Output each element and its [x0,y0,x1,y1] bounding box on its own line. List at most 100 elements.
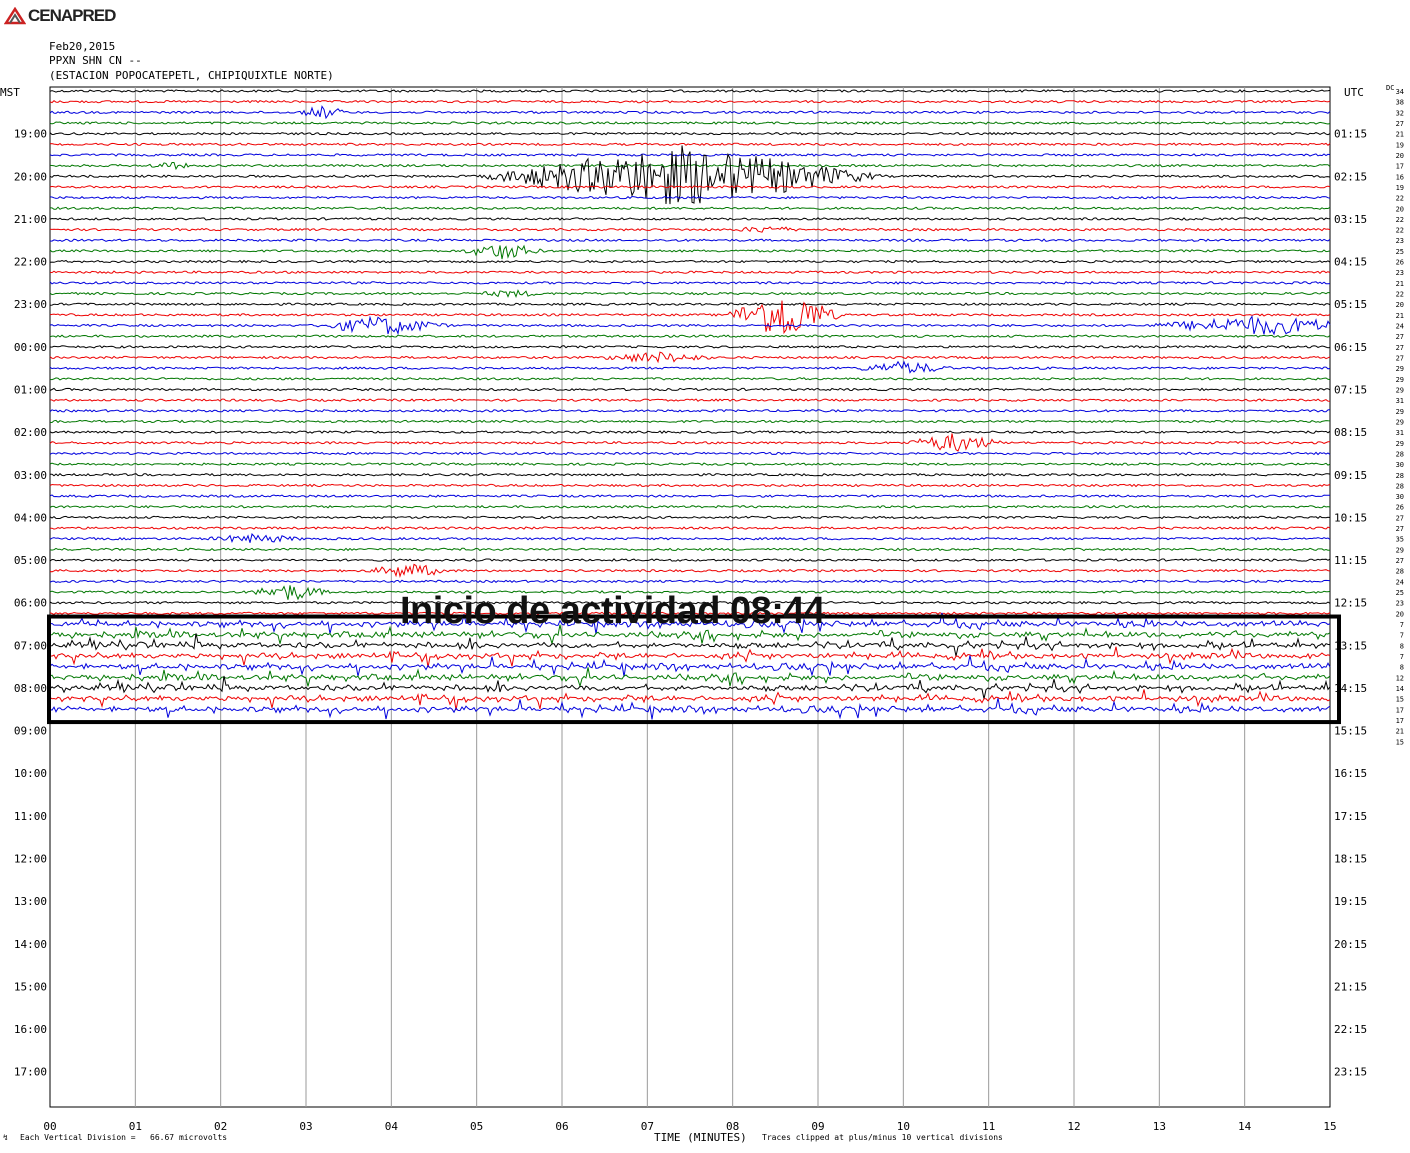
station-code: PPXN SHN CN -- [49,54,142,67]
utc-hour-label: 03:15 [1334,213,1367,226]
dc-offset-label: 28 [1396,482,1404,490]
dc-offset-label: 27 [1396,525,1404,533]
dc-axis-label: DC [1386,84,1395,92]
seismic-trace [49,185,1331,189]
dc-offset-label: 20 [1396,152,1404,160]
dc-offset-label: 28 [1396,568,1404,576]
seismic-trace [49,351,1331,364]
dc-offset-label: 14 [1396,685,1404,693]
seismic-trace [49,345,1331,349]
dc-offset-label: 20 [1396,301,1404,309]
seismic-trace [49,698,1331,720]
cenapred-logo-icon [4,7,26,25]
mst-hour-label: 23:00 [14,298,47,311]
dc-offset-label: 22 [1396,195,1404,203]
seismic-trace [49,494,1331,498]
seismic-trace [49,483,1331,488]
dc-offset-label: 15 [1396,696,1404,704]
utc-hour-label: 16:15 [1334,767,1367,780]
mst-hour-label: 15:00 [14,980,47,993]
mst-hour-label: 11:00 [14,810,47,823]
dc-offset-label: 8 [1400,664,1404,672]
seismic-trace [49,289,1331,299]
dc-offset-label: 7 [1400,621,1404,629]
seismic-trace [49,646,1331,668]
x-tick-label: 15 [1323,1120,1336,1133]
mst-hour-label: 17:00 [14,1066,47,1079]
seismic-trace [49,430,1331,434]
utc-hour-label: 01:15 [1334,128,1367,141]
dc-offset-label: 16 [1396,173,1404,181]
x-tick-label: 11 [982,1120,995,1133]
seismic-trace [49,451,1331,456]
utc-hour-label: 10:15 [1334,511,1367,524]
utc-hour-label: 08:15 [1334,426,1367,439]
dc-offset-label: 21 [1396,728,1404,736]
clipping-note: Traces clipped at plus/minus 10 vertical… [762,1133,1003,1142]
seismic-trace [49,217,1331,221]
x-tick-label: 09 [811,1120,824,1133]
mst-hour-label: 16:00 [14,1023,47,1036]
dc-offset-label: 27 [1396,333,1404,341]
seismic-trace [49,259,1331,264]
utc-hour-label: 09:15 [1334,469,1367,482]
dc-offset-label: 26 [1396,259,1404,267]
seismic-trace [49,300,1331,335]
x-tick-label: 10 [897,1120,910,1133]
dc-offset-label: 24 [1396,323,1404,331]
utc-hour-label: 14:15 [1334,682,1367,695]
dc-offset-label: 17 [1396,163,1404,171]
seismic-trace [49,334,1331,338]
dc-offset-label: 34 [1396,88,1404,96]
dc-offset-label: 27 [1396,557,1404,565]
dc-offset-label: 19 [1396,184,1404,192]
scale-icon: ↯ [3,1133,8,1142]
utc-hour-label: 07:15 [1334,383,1367,396]
seismic-trace [49,195,1331,200]
seismic-trace [49,505,1331,509]
seismic-trace [49,689,1331,711]
seismic-trace [49,408,1331,413]
dc-offset-label: 29 [1396,386,1404,394]
dc-offset-label: 27 [1396,344,1404,352]
cenapred-logo: CENAPRED [4,6,116,26]
mst-hour-label: 22:00 [14,256,47,269]
activity-box [47,614,1341,725]
seismic-trace [49,121,1331,125]
seismic-trace [49,238,1331,242]
dc-offset-label: 27 [1396,120,1404,128]
mst-hour-label: 05:00 [14,554,47,567]
dc-offset-label: 7 [1400,632,1404,640]
seismic-trace [50,526,1331,530]
dc-offset-label: 28 [1396,472,1404,480]
utc-hour-label: 06:15 [1334,341,1367,354]
dc-offset-label: 21 [1396,280,1404,288]
seismic-trace [49,563,1331,579]
dc-offset-label: 19 [1396,141,1404,149]
dc-offset-label: 8 [1400,642,1404,650]
mst-hour-label: 14:00 [14,938,47,951]
seismic-trace [49,667,1331,688]
mst-hour-label: 01:00 [14,383,47,396]
seismic-trace [49,270,1331,274]
seismic-trace [49,611,1331,616]
dc-offset-label: 17 [1396,717,1404,725]
seismic-trace [49,360,1331,374]
utc-hour-label: 04:15 [1334,256,1367,269]
dc-offset-label: 32 [1396,109,1404,117]
utc-hour-label: 21:15 [1334,980,1367,993]
dc-offset-label: 15 [1396,738,1404,746]
seismic-trace [49,547,1331,552]
seismic-trace [49,105,1331,120]
dc-offset-label: 21 [1396,131,1404,139]
mst-hour-label: 13:00 [14,895,47,908]
seismic-trace [49,145,1331,205]
x-tick-label: 01 [129,1120,142,1133]
logo-text: CENAPRED [28,6,116,25]
mst-hour-label: 10:00 [14,767,47,780]
seismic-trace [49,89,1331,93]
dc-offset-label: 30 [1396,461,1404,469]
dc-offset-label: 30 [1396,493,1404,501]
dc-offset-label: 22 [1396,227,1404,235]
dc-offset-label: 38 [1396,99,1404,107]
